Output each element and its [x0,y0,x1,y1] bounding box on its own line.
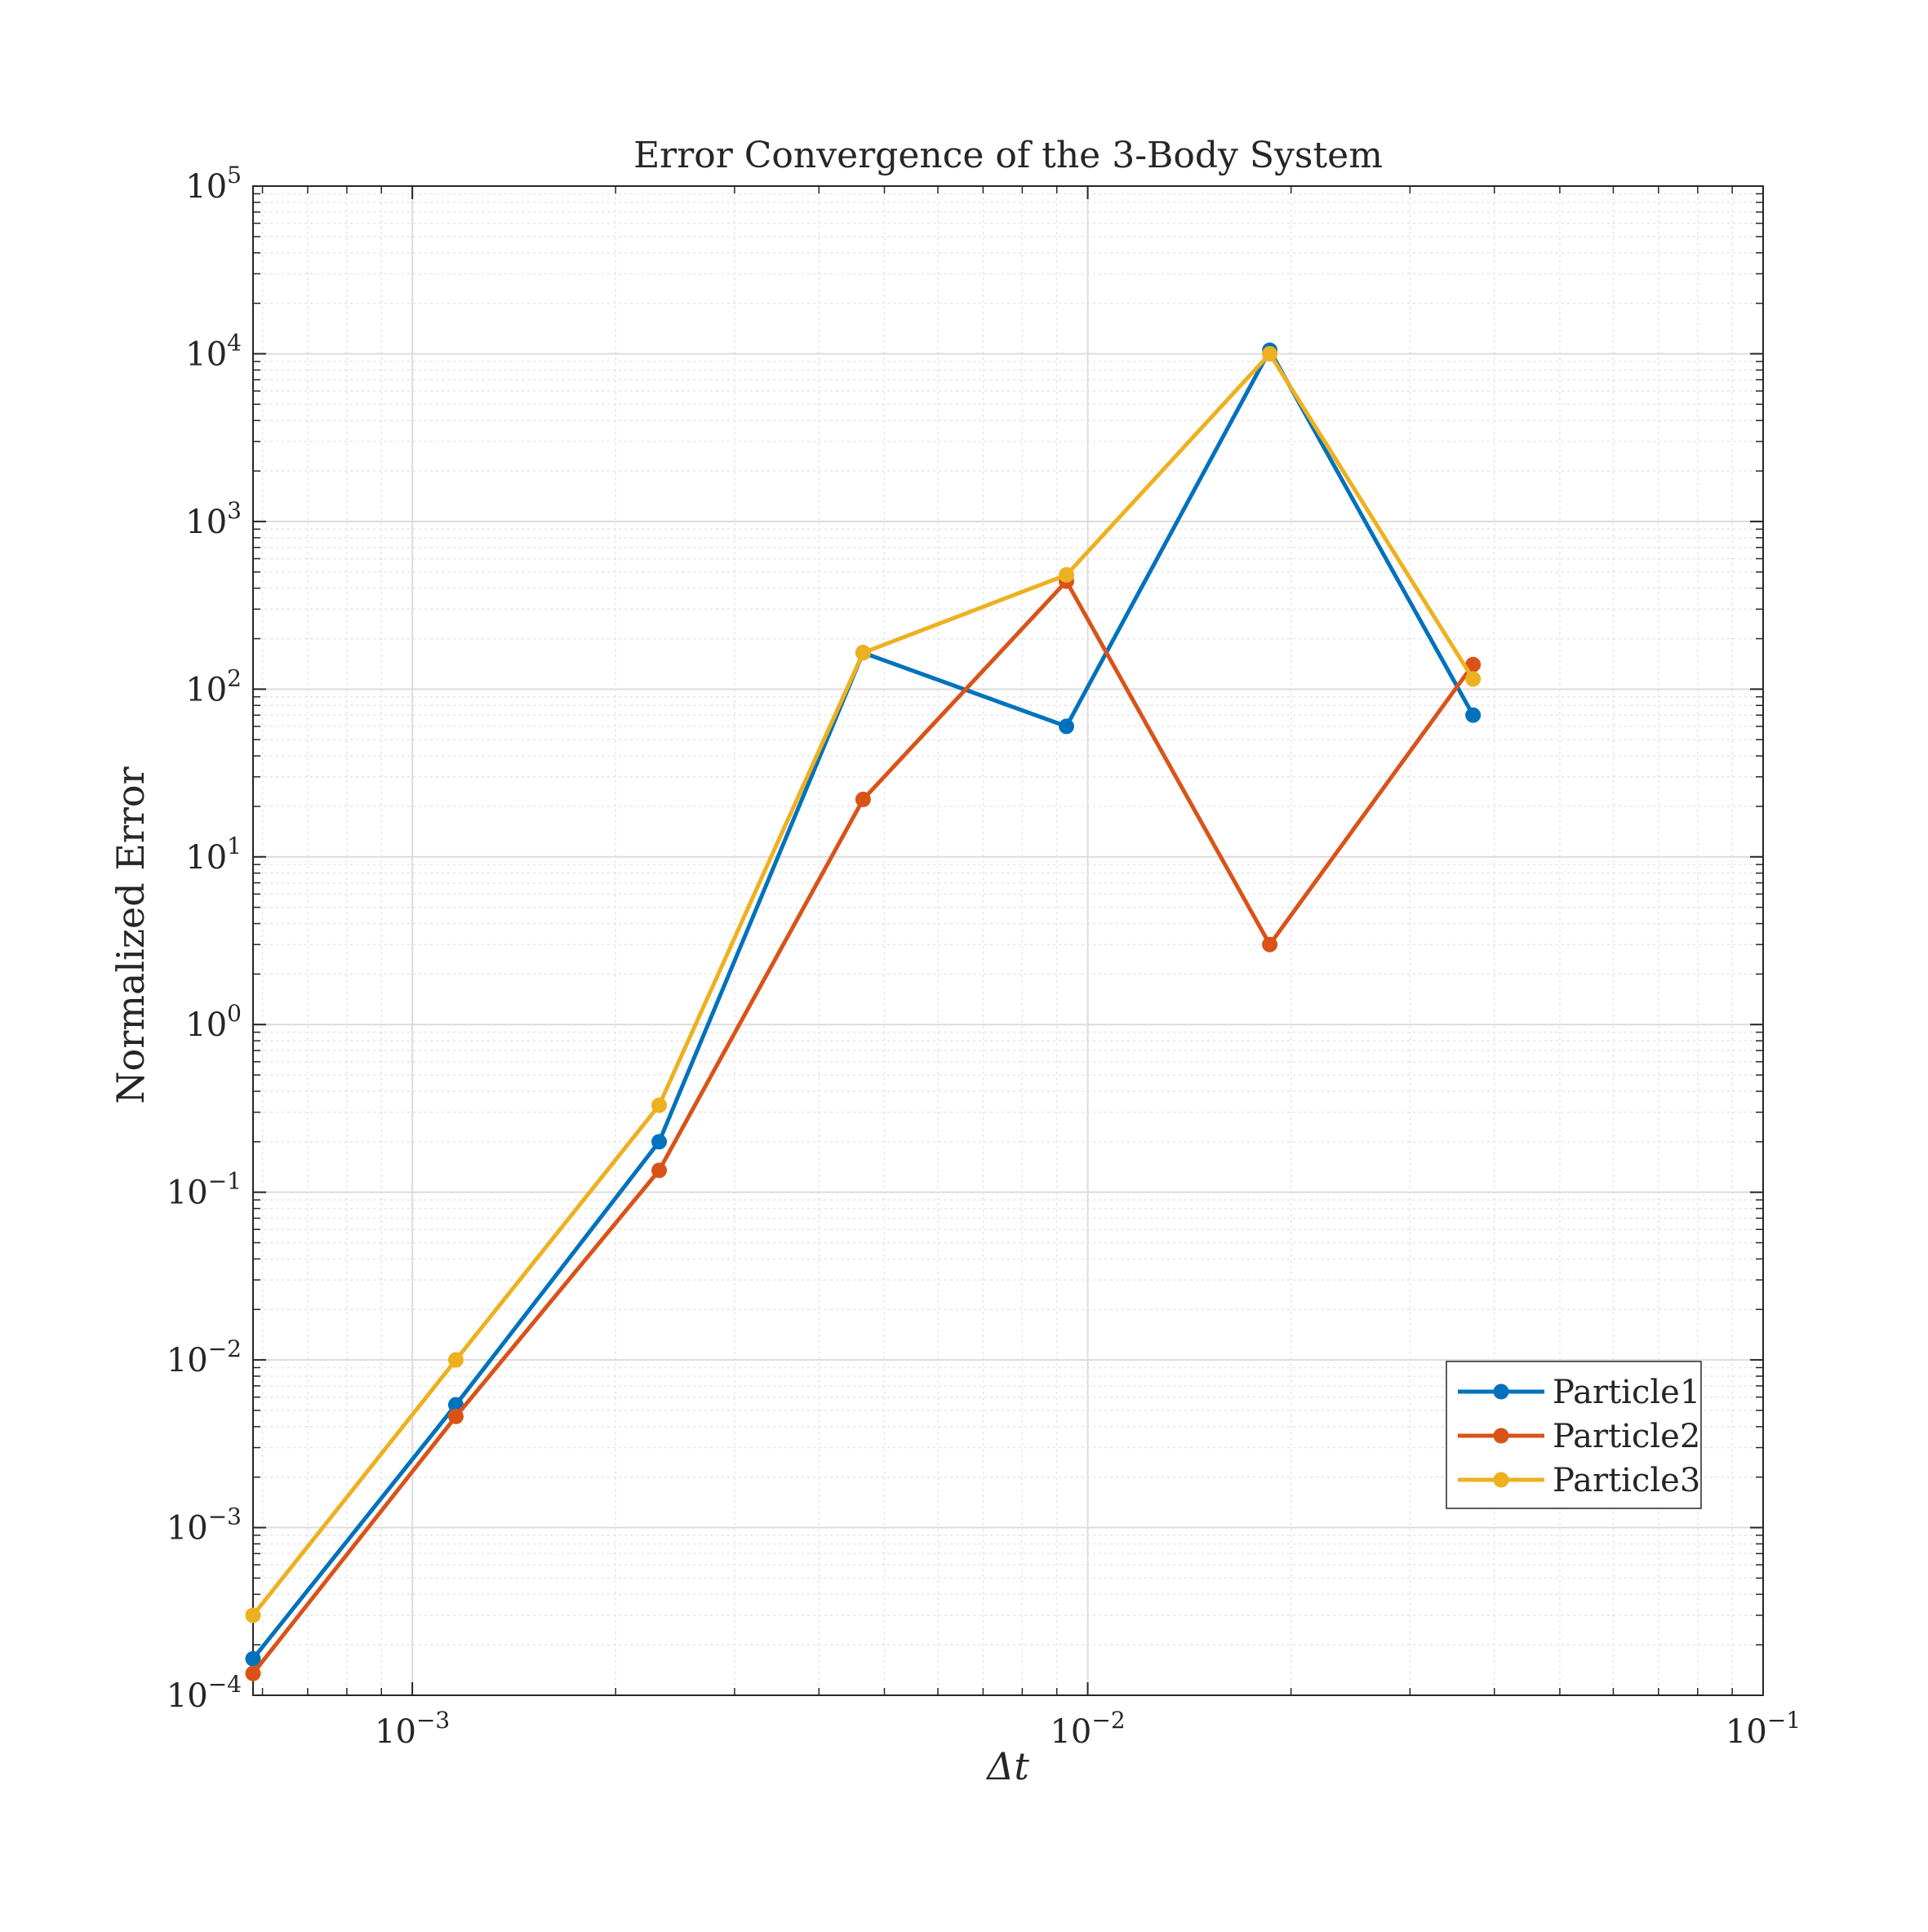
chart-title: Error Convergence of the 3-Body System [633,135,1383,176]
y-tick-label: 105 [185,162,242,206]
y-tick-label: 100 [185,1000,242,1044]
x-tick-label: 10−1 [1726,1707,1801,1751]
legend-marker [1493,1428,1509,1444]
legend-label: Particle1 [1553,1374,1700,1411]
series-layer [245,342,1482,1681]
data-point [245,1665,261,1681]
data-point [1465,707,1482,723]
y-axis-label: Normalized Error [109,766,153,1104]
legend-entry: Particle2 [1458,1418,1700,1455]
data-point [447,1408,464,1424]
legend: Particle1 Particle2 Particle3 [1446,1361,1702,1509]
x-tick-label: 10−3 [375,1707,450,1751]
y-tick-label: 102 [185,664,242,708]
y-tick-label: 10−1 [167,1168,242,1212]
y-tick-label: 10−4 [167,1671,242,1715]
data-point [1058,718,1074,735]
y-tick-label: 104 [185,329,242,373]
x-tick-label: 10−2 [1050,1707,1125,1751]
data-point [245,1650,261,1667]
data-point [651,1134,668,1150]
data-point [1465,671,1482,687]
axes-layer: 10−3 10−2 10−1 10−4 10−3 10−2 10−1 100 101 102 103… [167,162,1801,1751]
y-tick-label: 10−2 [167,1335,242,1379]
legend-entry: Particle3 [1458,1462,1700,1499]
data-point [855,791,871,807]
y-tick-label: 101 [185,833,242,877]
x-axis-label: Δt [985,1744,1029,1788]
data-point [447,1352,464,1368]
series-Particle2 [245,573,1482,1681]
data-point [1058,566,1074,583]
data-point [1465,656,1482,673]
legend-marker [1493,1383,1509,1400]
series-Particle3 [245,345,1482,1623]
y-tick-label: 103 [185,497,242,541]
data-point [1262,936,1278,953]
data-point [1262,345,1278,362]
legend-entry: Particle1 [1458,1374,1700,1411]
y-tick-label: 10−3 [167,1503,242,1548]
legend-label: Particle3 [1553,1462,1700,1499]
data-point [855,645,871,661]
data-point [651,1097,668,1113]
data-point [245,1607,261,1623]
legend-marker [1493,1472,1509,1488]
legend-label: Particle2 [1553,1418,1700,1455]
plot-frame [252,185,1764,1696]
data-point [651,1162,668,1179]
